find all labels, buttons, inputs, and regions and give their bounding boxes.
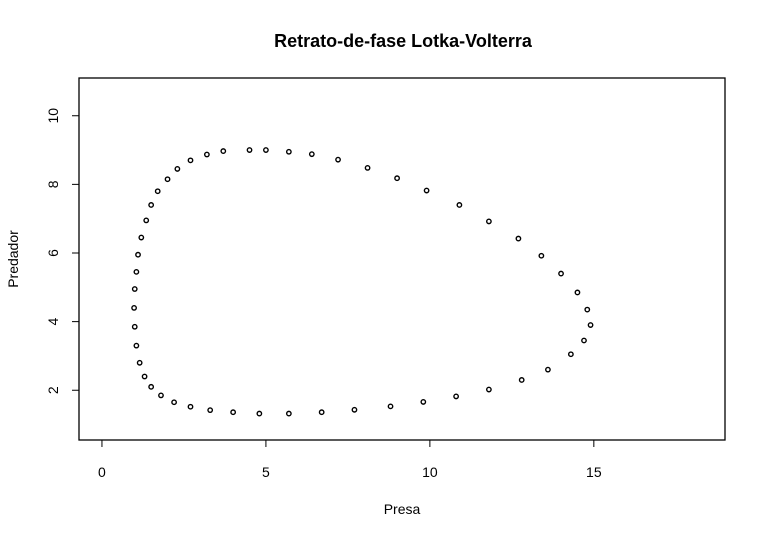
- data-point: [538, 252, 545, 259]
- data-point: [141, 373, 148, 380]
- data-point: [318, 409, 325, 416]
- data-point: [158, 392, 164, 399]
- data-point: [174, 166, 181, 172]
- data-point: [387, 403, 394, 410]
- data-point: [131, 323, 138, 330]
- data-point: [587, 322, 594, 328]
- data-points: [131, 147, 594, 417]
- data-point: [485, 218, 492, 225]
- data-point: [220, 148, 227, 154]
- data-point: [581, 337, 587, 344]
- data-point: [187, 403, 194, 410]
- data-point: [364, 164, 371, 171]
- x-tick-label: 10: [422, 464, 438, 480]
- data-point: [420, 399, 427, 405]
- y-axis: 2 4 6 8 10: [45, 108, 80, 394]
- data-point: [423, 187, 430, 194]
- data-point: [133, 342, 140, 349]
- y-tick-label: 2: [45, 386, 61, 394]
- data-point: [263, 147, 269, 153]
- x-tick-label: 5: [262, 464, 270, 480]
- data-point: [230, 409, 237, 416]
- data-point: [187, 157, 194, 164]
- data-point: [148, 383, 155, 390]
- data-point: [285, 410, 292, 417]
- data-point: [131, 304, 137, 311]
- data-point: [256, 410, 263, 417]
- data-point: [456, 202, 463, 208]
- data-point: [567, 351, 574, 358]
- y-tick-label: 10: [45, 108, 61, 124]
- data-point: [308, 151, 315, 158]
- data-point: [133, 268, 140, 275]
- plot-frame: [78, 77, 726, 441]
- data-point: [545, 366, 551, 373]
- data-point: [515, 235, 522, 242]
- x-axis: 0 5 10 15: [98, 439, 602, 480]
- data-point: [131, 286, 138, 292]
- data-point: [485, 386, 492, 393]
- data-point: [135, 251, 141, 258]
- data-point: [171, 399, 177, 406]
- data-point: [285, 148, 292, 155]
- y-axis-title: Predador: [5, 230, 21, 288]
- y-tick-label: 4: [45, 318, 61, 326]
- data-point: [574, 289, 581, 296]
- y-tick-label: 6: [45, 249, 61, 257]
- data-point: [453, 393, 460, 400]
- x-axis-title: Presa: [384, 501, 421, 517]
- data-point: [584, 306, 591, 313]
- chart-title: Retrato-de-fase Lotka-Volterra: [274, 31, 533, 51]
- data-point: [154, 188, 161, 195]
- data-point: [164, 176, 171, 183]
- data-point: [335, 156, 341, 163]
- data-point: [246, 147, 253, 153]
- data-point: [136, 359, 143, 366]
- data-point: [143, 217, 150, 224]
- data-point: [148, 202, 155, 208]
- data-point: [138, 234, 145, 241]
- data-point: [518, 377, 525, 383]
- data-point: [203, 151, 210, 158]
- data-point: [558, 270, 564, 277]
- data-point: [207, 407, 214, 414]
- y-tick-label: 8: [45, 180, 61, 188]
- data-point: [351, 406, 358, 413]
- x-tick-label: 15: [586, 464, 602, 480]
- x-tick-label: 0: [98, 464, 106, 480]
- data-point: [394, 175, 400, 182]
